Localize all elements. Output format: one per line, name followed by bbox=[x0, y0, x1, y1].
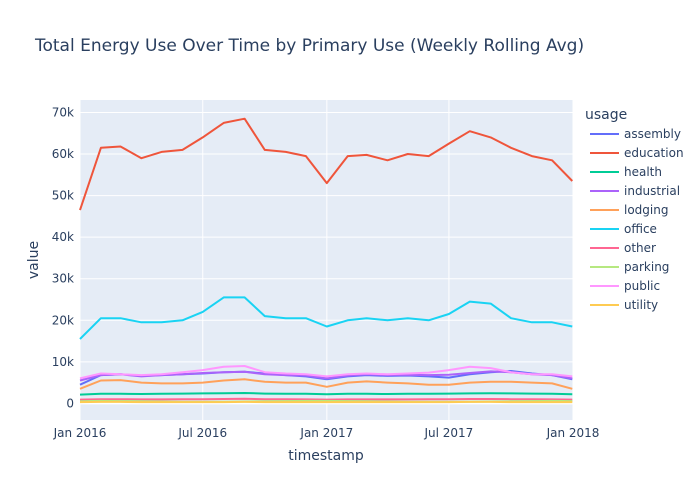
legend-label-public: public bbox=[624, 279, 660, 293]
x-tick-label: Jul 2016 bbox=[177, 426, 227, 440]
series-lines bbox=[79, 117, 574, 404]
y-tick-label: 60k bbox=[52, 147, 74, 161]
y-tick-label: 20k bbox=[52, 313, 74, 327]
series-line-public bbox=[79, 365, 573, 380]
series-line-health bbox=[79, 392, 573, 396]
y-tick-labels: 0 10k 20k 30k 40k 50k 60k 70k bbox=[52, 105, 74, 410]
legend-items: assembly education health industrial lodging… bbox=[590, 127, 684, 312]
grid-lines bbox=[79, 100, 574, 420]
legend: usage assembly education health industrial l… bbox=[585, 107, 684, 312]
legend-label-other: other bbox=[624, 241, 656, 255]
legend-label-education: education bbox=[624, 146, 684, 160]
x-tick-label: Jan 2017 bbox=[299, 426, 353, 440]
series-line-lodging bbox=[79, 378, 573, 390]
x-tick-labels: Jan 2016 Jul 2016 Jan 2017 Jul 2017 Jan 2018 bbox=[53, 426, 600, 440]
y-axis-title: value bbox=[26, 241, 42, 279]
y-tick-label: 70k bbox=[52, 105, 74, 119]
legend-label-industrial: industrial bbox=[624, 184, 680, 198]
x-tick-label: Jan 2016 bbox=[53, 426, 107, 440]
series-line-other bbox=[79, 397, 573, 401]
legend-label-assembly: assembly bbox=[624, 127, 681, 141]
y-tick-label: 50k bbox=[52, 189, 74, 203]
legend-label-lodging: lodging bbox=[624, 203, 668, 217]
y-tick-label: 30k bbox=[52, 272, 74, 286]
x-axis-title: timestamp bbox=[288, 448, 364, 464]
legend-label-health: health bbox=[624, 165, 662, 179]
series-line-education bbox=[79, 117, 574, 211]
y-tick-label: 0 bbox=[66, 396, 74, 410]
x-tick-label: Jul 2017 bbox=[423, 426, 473, 440]
x-tick-label: Jan 2018 bbox=[546, 426, 600, 440]
legend-label-office: office bbox=[624, 222, 657, 236]
legend-label-parking: parking bbox=[624, 260, 669, 274]
legend-label-utility: utility bbox=[624, 298, 658, 312]
y-tick-label: 40k bbox=[52, 230, 74, 244]
y-tick-label: 10k bbox=[52, 355, 74, 369]
series-line-office bbox=[79, 296, 573, 340]
legend-title: usage bbox=[585, 107, 627, 123]
chart-title: Total Energy Use Over Time by Primary Us… bbox=[34, 36, 584, 56]
